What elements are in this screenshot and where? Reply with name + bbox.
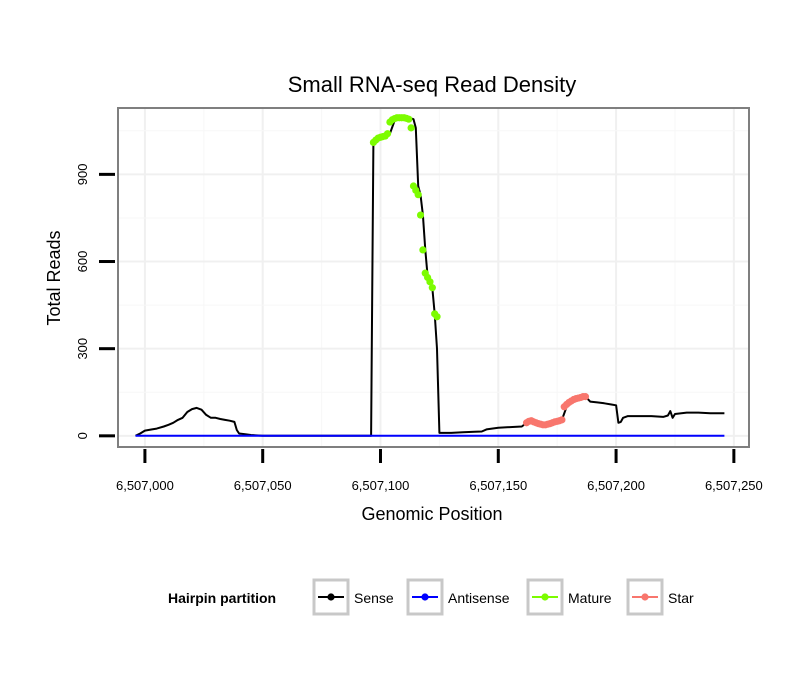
data-point-star — [558, 416, 566, 424]
x-axis: 6,507,000 6,507,050 6,507,100 6,507,150 6,50… — [116, 449, 763, 493]
x-tick-label: 6,507,000 — [116, 478, 174, 493]
data-point-mature — [414, 191, 422, 199]
y-tick-label: 600 — [75, 251, 90, 273]
legend-label-sense: Sense — [354, 590, 394, 606]
legend-label-mature: Mature — [568, 590, 612, 606]
legend-dot-star — [641, 593, 649, 601]
data-point-mature — [428, 284, 436, 292]
legend-title: Hairpin partition — [168, 590, 276, 606]
data-point-mature — [383, 130, 392, 138]
x-axis-title: Genomic Position — [361, 504, 502, 524]
legend-dot-antisense — [421, 593, 429, 601]
chart-title: Small RNA-seq Read Density — [288, 72, 577, 97]
data-point-mature — [405, 115, 413, 123]
legend-dot-sense — [327, 593, 335, 601]
x-tick-label: 6,507,100 — [352, 478, 410, 493]
data-point-mature — [416, 211, 425, 219]
x-tick-label: 6,507,250 — [705, 478, 763, 493]
y-tick-label: 0 — [75, 432, 90, 439]
y-tick-label: 300 — [75, 338, 90, 360]
legend: Sense Antisense Mature Star — [312, 578, 694, 616]
data-point-mature — [407, 124, 415, 132]
legend-dot-mature — [541, 593, 549, 601]
legend-label-antisense: Antisense — [448, 590, 510, 606]
y-axis: 0 300 600 900 — [75, 164, 115, 439]
y-axis-title: Total Reads — [44, 230, 64, 325]
data-point-mature — [419, 246, 427, 254]
x-tick-label: 6,507,200 — [587, 478, 645, 493]
x-tick-label: 6,507,150 — [469, 478, 527, 493]
data-point-mature — [433, 313, 441, 321]
data-point-star — [581, 393, 590, 401]
y-tick-label: 900 — [75, 164, 90, 186]
legend-label-star: Star — [668, 590, 694, 606]
x-tick-label: 6,507,050 — [234, 478, 292, 493]
plot-panel — [117, 107, 750, 448]
series-line-sense — [135, 116, 725, 437]
series-layer — [135, 114, 725, 437]
data-point-mature — [426, 278, 434, 286]
